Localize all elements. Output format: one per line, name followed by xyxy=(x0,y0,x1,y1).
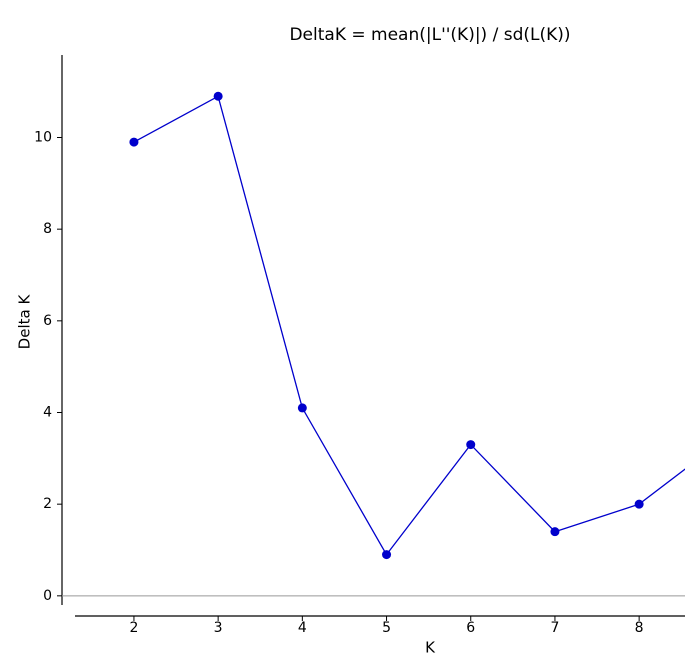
x-tick-label: 5 xyxy=(382,620,391,636)
data-point xyxy=(634,499,644,509)
x-tick-label: 4 xyxy=(298,620,307,636)
y-tick-label: 0 xyxy=(43,588,52,604)
data-point xyxy=(297,403,307,413)
data-point xyxy=(382,550,392,560)
x-tick-label: 7 xyxy=(550,620,559,636)
y-axis-label: Delta K xyxy=(16,294,34,350)
y-tick-label: 4 xyxy=(43,405,52,421)
x-tick-label: 6 xyxy=(466,620,475,636)
data-point xyxy=(129,137,139,147)
x-axis-label: K xyxy=(425,639,436,657)
data-line xyxy=(133,95,685,556)
y-tick-label: 6 xyxy=(43,313,52,329)
x-tick-label: 3 xyxy=(214,620,223,636)
chart-title: DeltaK = mean(|L''(K)|) / sd(L(K)) xyxy=(289,25,570,45)
y-tick-label: 8 xyxy=(43,221,52,237)
data-point xyxy=(550,527,560,537)
x-tick-label: 8 xyxy=(635,620,644,636)
data-point xyxy=(466,440,476,450)
y-tick-label: 10 xyxy=(34,130,52,146)
data-point xyxy=(213,91,223,101)
x-tick-label: 2 xyxy=(129,620,138,636)
y-tick-label: 2 xyxy=(43,496,52,512)
